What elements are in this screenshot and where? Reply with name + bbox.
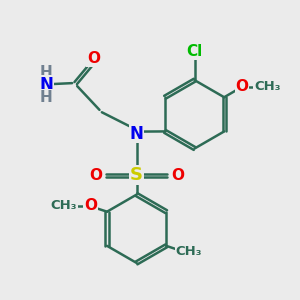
Text: O: O [236, 79, 248, 94]
Text: CH₃: CH₃ [254, 80, 280, 93]
Text: H: H [40, 90, 52, 105]
Text: O: O [87, 51, 100, 66]
Text: S: S [130, 166, 143, 184]
Text: CH₃: CH₃ [175, 245, 202, 258]
Text: Cl: Cl [187, 44, 203, 59]
Text: H: H [40, 64, 52, 80]
Text: O: O [89, 168, 102, 183]
Text: N: N [39, 76, 53, 94]
Text: O: O [84, 198, 97, 213]
Text: O: O [171, 168, 184, 183]
Text: N: N [130, 125, 144, 143]
Text: CH₃: CH₃ [51, 199, 77, 212]
